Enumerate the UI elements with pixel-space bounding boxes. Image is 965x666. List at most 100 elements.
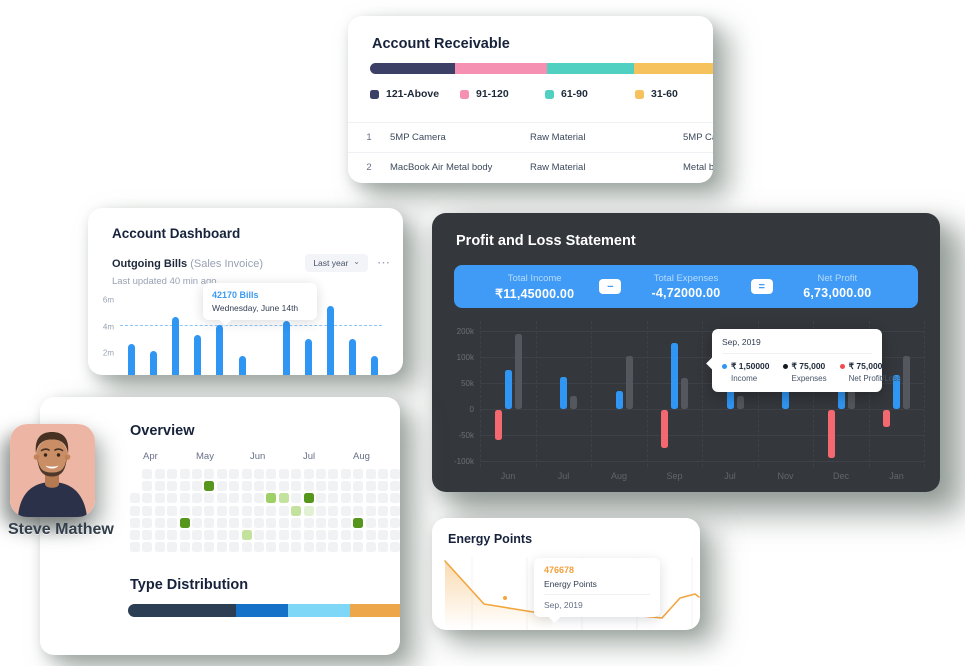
- heatmap-cell: [241, 469, 252, 479]
- heatmap-cell: [130, 505, 140, 516]
- tooltip-label: Energy Points: [544, 579, 650, 595]
- energy-points-card: Energy Points 476678 Energy Points Sep, …: [432, 518, 700, 630]
- heatmap-cell: [378, 505, 388, 516]
- heatmap-cell: [328, 493, 339, 504]
- gridline-vertical: [813, 321, 814, 467]
- heatmap-cell: [241, 505, 252, 516]
- heatmap-cell: [316, 517, 326, 528]
- entry-label: Expenses: [791, 374, 827, 383]
- heatmap-cell: [254, 542, 264, 553]
- series-dot: [782, 364, 788, 369]
- profit-loss-tooltip: Sep, 2019 ₹ 1,50000 Income ₹ 75,000 Expense…: [706, 329, 901, 392]
- heatmap-cell: [390, 505, 400, 516]
- heatmap-cell: [328, 469, 339, 479]
- range-select[interactable]: Last year ⌄: [305, 254, 368, 272]
- net-profit-loss-bar: [661, 410, 669, 448]
- total-expenses-stat: Total Expenses -4,72000.00: [621, 273, 750, 300]
- bill-bar: [282, 321, 290, 375]
- heatmap-cell: [353, 542, 364, 553]
- stat-label: Net Profit: [817, 273, 858, 284]
- heatmap-cell: [390, 517, 400, 528]
- heatmap-cell: [365, 493, 376, 504]
- distribution-segment: [288, 604, 350, 617]
- table-row[interactable]: 2 MacBook Air Metal body Raw Material Metal…: [348, 152, 713, 182]
- heatmap-cell: [390, 530, 400, 540]
- receivable-stacked-bar: [370, 63, 713, 74]
- item-material: 5MP Camera: [683, 132, 713, 143]
- heatmap-cell: [179, 542, 190, 553]
- heatmap-cell: [179, 530, 190, 540]
- type-distribution-title: Type Distribution: [130, 577, 249, 593]
- more-options-icon[interactable]: ⋯: [377, 255, 391, 270]
- heatmap-cell: [266, 517, 277, 528]
- legend-item: 61-90: [545, 88, 635, 100]
- heatmap-cell: [192, 493, 202, 504]
- heatmap-cell: [278, 469, 289, 479]
- x-axis-month-label: Jun: [500, 471, 516, 481]
- row-index: 1: [366, 132, 372, 143]
- heatmap-cell: [278, 517, 289, 528]
- heatmap-month-label: Jun: [250, 451, 266, 462]
- heatmap-cell: [167, 517, 178, 528]
- heatmap-cell: [278, 542, 289, 553]
- bill-bar: [238, 356, 246, 375]
- heatmap-month-label: May: [196, 451, 214, 462]
- receivable-bar-segment: [455, 63, 547, 74]
- heatmap-cell: [179, 493, 190, 504]
- gridline-vertical: [646, 321, 648, 467]
- y-axis-tick: 4m: [102, 322, 114, 331]
- heatmap-cell: [291, 493, 302, 504]
- heatmap-cell: [303, 530, 314, 540]
- heatmap-cell: [167, 493, 178, 504]
- heatmap-cell: [278, 530, 289, 540]
- heatmap-cell: [353, 505, 364, 516]
- heatmap-cell: [204, 505, 215, 516]
- legend-label: 91-120: [476, 88, 509, 100]
- heatmap-cell: [142, 505, 153, 516]
- income-bar: [893, 375, 901, 409]
- expenses-bar: [514, 333, 522, 409]
- heatmap-cell: [340, 493, 351, 504]
- legend-item: 121-Above: [370, 88, 460, 100]
- heatmap-cell: [378, 530, 388, 540]
- threshold-dashed-line: [120, 325, 382, 327]
- item-name: 5MP Camera: [390, 132, 446, 143]
- heatmap-cell: [291, 469, 302, 479]
- tooltip-entry: ₹ 75,000 Expenses: [782, 361, 827, 383]
- heatmap-cell: [266, 481, 277, 492]
- overview-card: Overview Apr May Jun Jul Aug Type Distributi…: [40, 397, 400, 655]
- y-axis-tick: 6m: [102, 295, 114, 305]
- heatmap-cell: [142, 481, 153, 492]
- tooltip-entries: ₹ 1,50000 Income ₹ 75,000 Expenses ₹ 75,000 N…: [722, 361, 901, 383]
- heatmap-cell: [340, 505, 351, 516]
- heatmap-cell: [390, 469, 400, 479]
- heatmap-cell: [378, 493, 388, 504]
- heatmap-cell: [154, 481, 165, 492]
- outgoing-bills-chart: 6m 4m 2m: [98, 293, 393, 375]
- heatmap-cell: [254, 481, 264, 492]
- heatmap-cell: [241, 481, 252, 492]
- heatmap-cell: [204, 493, 215, 504]
- heatmap-cell: [179, 481, 190, 492]
- entry-value: ₹ 75,000: [839, 361, 901, 372]
- heatmap-cell: [167, 469, 178, 479]
- bills-tooltip: 42170 Bills Wednesday, June 14th: [203, 283, 317, 326]
- heatmap-cell: [204, 481, 215, 492]
- minus-operator-badge: −: [599, 279, 622, 294]
- income-bar: [504, 370, 512, 409]
- heatmap-cell: [378, 517, 388, 528]
- heatmap-month-label: Jul: [303, 451, 316, 462]
- heatmap-cell: [192, 517, 202, 528]
- heatmap-cell: [353, 469, 364, 479]
- legend-swatch: [635, 89, 644, 99]
- heatmap-cell: [340, 517, 351, 528]
- avatar[interactable]: [10, 424, 95, 517]
- entry-label: Net Profit/Loss: [848, 374, 902, 383]
- table-row[interactable]: 1 5MP Camera Raw Material 5MP Camera: [348, 122, 713, 152]
- heatmap-cell: [378, 542, 388, 553]
- gridline-vertical: [924, 321, 925, 467]
- receivable-legend: 121-Above 91-120 61-90 31-60: [370, 88, 705, 100]
- heatmap-cell: [291, 530, 302, 540]
- y-axis-tick: 100k: [456, 353, 474, 362]
- account-dashboard-title: Account Dashboard: [112, 226, 241, 241]
